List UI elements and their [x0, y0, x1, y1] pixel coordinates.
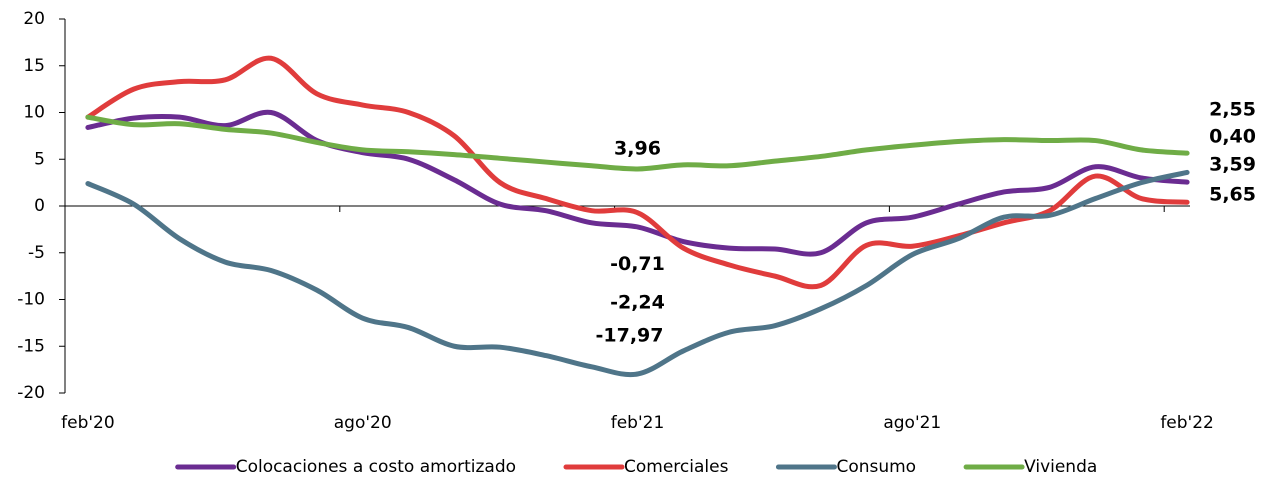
y-tick-label: 15	[23, 56, 45, 76]
y-tick-label: -20	[17, 383, 45, 403]
series-line	[85, 55, 1190, 290]
series-line	[85, 109, 1190, 257]
y-tick-label: 20	[23, 9, 45, 29]
y-tick-label: -5	[28, 243, 45, 263]
value-label: 0,40	[1209, 126, 1256, 148]
x-tick-label: feb'20	[61, 413, 115, 433]
value-label: -2,24	[610, 291, 665, 313]
y-tick-label: 0	[34, 196, 45, 216]
x-tick-label: feb'21	[611, 413, 665, 433]
x-tick-label: ago'20	[334, 413, 392, 433]
x-tick-label: feb'22	[1160, 413, 1214, 433]
y-tick-label: 10	[23, 103, 45, 123]
y-tick-label: -15	[17, 336, 45, 356]
legend-label: Vivienda	[1024, 457, 1097, 477]
y-tick-label: -10	[17, 290, 45, 310]
legend-label: Comerciales	[624, 457, 729, 477]
value-label: -0,71	[610, 253, 665, 275]
series-line	[85, 169, 1190, 378]
series-line	[85, 114, 1190, 172]
x-tick-label: ago'21	[883, 413, 941, 433]
value-label: 2,55	[1209, 99, 1256, 121]
value-label: 3,59	[1209, 154, 1256, 176]
value-label: 5,65	[1209, 184, 1256, 206]
legend: Colocaciones a costo amortizado Comercial…	[175, 457, 1097, 477]
y-tick-label: 5	[34, 149, 45, 169]
value-label: -17,97	[596, 325, 664, 347]
legend-label: Consumo	[836, 457, 916, 477]
value-label: 3,96	[614, 137, 661, 159]
legend-label: Colocaciones a costo amortizado	[236, 457, 516, 477]
